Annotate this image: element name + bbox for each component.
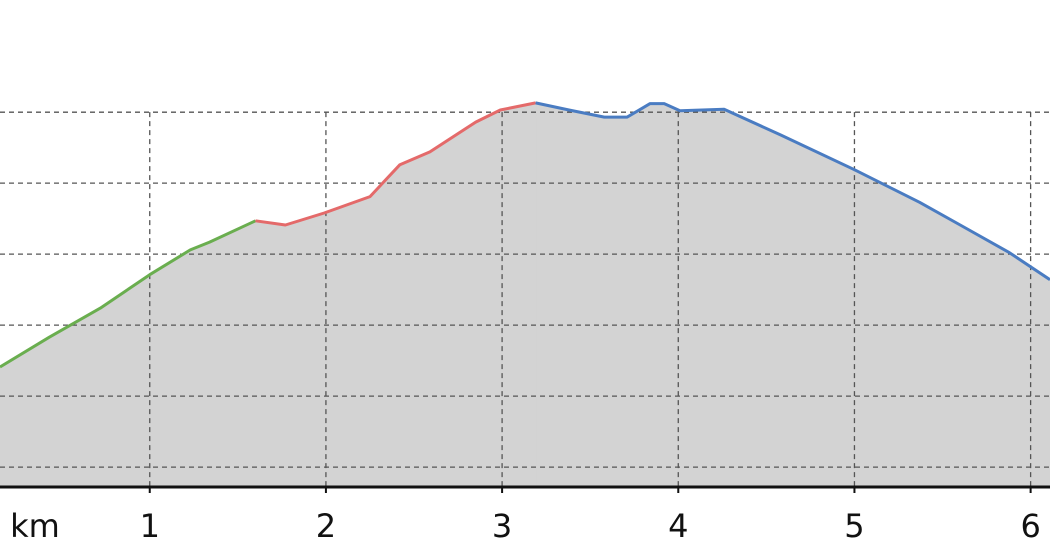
elevation-area <box>535 102 1050 488</box>
x-tick-label: 5 <box>844 507 864 545</box>
elevation-line <box>535 101 1050 281</box>
grid-layer <box>0 111 1050 487</box>
x-tick-label: 1 <box>140 507 160 545</box>
elevation-line <box>255 101 536 227</box>
elevation-area <box>255 102 537 488</box>
x-axis-label: km <box>10 507 60 545</box>
x-tick-label: 6 <box>1020 507 1040 545</box>
x-tick-label: 4 <box>668 507 688 545</box>
x-tick-label: 3 <box>492 507 512 545</box>
elevation-area <box>0 220 256 488</box>
x-tick-label: 2 <box>316 507 336 545</box>
line-layer <box>0 101 1050 369</box>
area-layer <box>0 102 1050 488</box>
elevation-line <box>0 219 257 369</box>
